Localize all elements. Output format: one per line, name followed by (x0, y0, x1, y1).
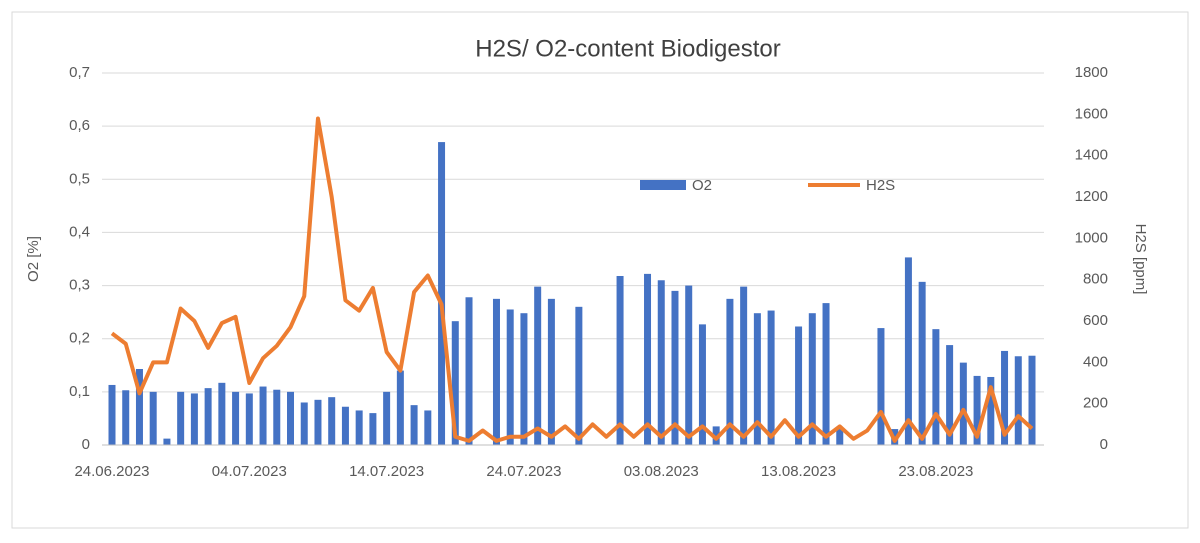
bar (712, 426, 720, 445)
bar (122, 390, 130, 445)
bar (946, 345, 954, 445)
chart-title: H2S/ O2-content Biodigestor (475, 35, 781, 62)
bar (657, 280, 665, 445)
chart-frame (11, 11, 1189, 529)
bar (190, 393, 198, 445)
y2-tick-label: 400 (1083, 353, 1108, 370)
y2-tick-label: 1800 (1075, 64, 1108, 81)
bar (1028, 355, 1036, 445)
bar (547, 298, 555, 445)
x-tick-label: 13.08.2023 (761, 463, 836, 480)
bar (534, 286, 542, 445)
bar (314, 399, 322, 445)
line (110, 116, 1034, 443)
bar (438, 142, 446, 446)
bar (341, 406, 349, 445)
legend-label: H2S (866, 177, 895, 194)
bar (135, 369, 143, 445)
y2-tick-label: 600 (1083, 312, 1108, 329)
bar (822, 303, 830, 445)
bar (465, 297, 473, 445)
y2-tick-label: 200 (1083, 395, 1108, 412)
bar (410, 405, 418, 445)
bar (149, 391, 157, 445)
bar (808, 313, 816, 445)
y-tick-label: 0,3 (69, 277, 90, 294)
bar (232, 391, 240, 445)
y2-tick-label: 1000 (1075, 229, 1108, 246)
bar (273, 389, 281, 445)
bar (575, 306, 583, 445)
bar (671, 290, 679, 445)
bar (245, 393, 253, 445)
bar (753, 313, 761, 445)
y-tick-label: 0,4 (69, 223, 90, 240)
y-tick-label: 0,1 (69, 383, 90, 400)
bar (685, 285, 693, 445)
legend-swatch (640, 180, 686, 190)
bar (616, 276, 624, 445)
x-tick-label: 04.07.2023 (212, 463, 287, 480)
bar (959, 362, 967, 445)
bar (520, 313, 528, 445)
bar (877, 328, 885, 445)
x-tick-label: 14.07.2023 (349, 463, 424, 480)
x-tick-label: 24.06.2023 (74, 463, 149, 480)
y-tick-label: 0,2 (69, 330, 90, 347)
bar (973, 375, 981, 445)
y2-tick-label: 0 (1100, 436, 1108, 453)
bar (726, 298, 734, 445)
bar (904, 257, 912, 445)
bar (204, 388, 212, 445)
bar (451, 321, 459, 445)
y-tick-label: 0,7 (69, 64, 90, 81)
bar (918, 281, 926, 445)
bar (287, 391, 295, 445)
y2-tick-label: 1200 (1075, 188, 1108, 205)
y2-tick-label: 1400 (1075, 147, 1108, 164)
bar (369, 413, 377, 445)
x-tick-label: 03.08.2023 (624, 463, 699, 480)
bar (163, 438, 171, 445)
bar (767, 310, 775, 445)
bar (836, 429, 844, 445)
bar (698, 324, 706, 445)
bar (424, 410, 432, 445)
bar (300, 402, 308, 445)
y-tick-label: 0 (82, 436, 90, 453)
bar (383, 391, 391, 445)
bar (492, 298, 500, 445)
bar (740, 286, 748, 445)
y2-tick-label: 1600 (1075, 105, 1108, 122)
bar (987, 376, 995, 445)
y-tick-label: 0,6 (69, 117, 90, 134)
bar (355, 410, 363, 445)
y-axis-label: O2 [%] (25, 236, 42, 282)
bar (644, 273, 652, 445)
y2-tick-label: 800 (1083, 271, 1108, 288)
bar (259, 386, 267, 445)
bar (1014, 356, 1022, 445)
bar (795, 326, 803, 445)
x-tick-label: 23.08.2023 (898, 463, 973, 480)
bar (506, 309, 514, 445)
bar (177, 391, 185, 445)
y-tick-label: 0,5 (69, 170, 90, 187)
bar (1001, 350, 1009, 445)
bar (932, 329, 940, 445)
bar (108, 384, 116, 445)
x-tick-label: 24.07.2023 (486, 463, 561, 480)
bar (328, 397, 336, 445)
y2-axis-label: H2S [ppm] (1132, 224, 1149, 295)
bar (218, 382, 226, 445)
legend-label: O2 (692, 177, 712, 194)
bar (396, 370, 404, 445)
